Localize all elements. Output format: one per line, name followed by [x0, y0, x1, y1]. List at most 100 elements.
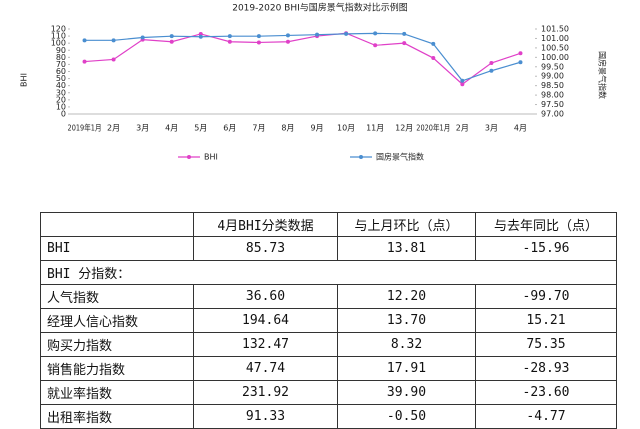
- table-cell: 就业率指数: [40, 380, 194, 405]
- legend-marker: [359, 155, 363, 159]
- x-tick-label: 3月: [136, 124, 149, 133]
- y2-tick-label: 101.00: [541, 34, 569, 43]
- point: [344, 31, 349, 36]
- legend-marker: [187, 155, 191, 159]
- y-tick-label: 120: [51, 25, 66, 34]
- table-cell: 47.74: [193, 356, 338, 381]
- point: [140, 35, 145, 40]
- x-tick-label: 2020年1月: [416, 123, 450, 133]
- x-tick-label: 4月: [514, 124, 527, 133]
- y2-tick-label: 97.50: [541, 100, 564, 109]
- y2-tick-label: 98.00: [541, 91, 564, 100]
- table-cell: 15.21: [475, 308, 617, 333]
- y-tick-label: 0: [61, 110, 66, 119]
- point: [82, 59, 87, 64]
- y-tick-label: 90: [56, 46, 66, 55]
- x-tick-label: 2月: [456, 124, 469, 133]
- y-tick-label: 110: [51, 32, 66, 41]
- table-cell: [40, 212, 194, 237]
- table-cell: 194.64: [193, 308, 338, 333]
- y-tick-label: 20: [56, 95, 66, 104]
- x-tick-label: 4月: [165, 124, 178, 133]
- legend-label: 国房景气指数: [376, 152, 424, 162]
- y-tick-label: 40: [56, 81, 66, 90]
- point: [460, 82, 465, 87]
- point: [373, 43, 378, 48]
- table-row: 经理人信心指数 194.64 13.70 15.21: [40, 308, 617, 333]
- x-tick-label: 5月: [194, 124, 207, 133]
- x-tick-label: 7月: [252, 124, 265, 133]
- table-row: 人气指数 36.60 12.20 -99.70: [40, 284, 617, 309]
- table-cell: -28.93: [475, 356, 617, 381]
- table-cell: BHI 分指数：: [40, 260, 617, 285]
- point: [198, 31, 203, 36]
- y2-tick-label: 101.50: [541, 25, 569, 34]
- point: [256, 40, 261, 45]
- table-cell: 231.92: [193, 380, 338, 405]
- table-cell: -99.70: [475, 284, 617, 309]
- x-tick-label: 9月: [310, 124, 323, 133]
- y-tick-label: 30: [56, 88, 66, 97]
- chart-title: 2019-2020 BHI与国房景气指数对比示例图: [232, 2, 408, 14]
- table-cell: 12.20: [337, 284, 476, 309]
- table-cell: 13.70: [337, 308, 476, 333]
- table-row: BHI 分指数：: [40, 260, 617, 285]
- data-table: 4月BHI分类数据 与上月环比（点） 与去年同比（点） BHI 85.73 13.81 -1…: [40, 212, 617, 429]
- y2-tick-label: 99.50: [541, 62, 564, 71]
- x-tick-label: 3月: [485, 124, 498, 133]
- point: [489, 61, 494, 65]
- y2-tick-label: 99.00: [541, 72, 564, 81]
- point: [373, 31, 378, 36]
- table-cell: 销售能力指数: [40, 356, 194, 381]
- table-row: BHI 85.73 13.81 -15.96: [40, 236, 617, 261]
- point: [198, 34, 203, 39]
- point: [227, 34, 232, 39]
- y-tick-label: 100: [51, 39, 66, 48]
- x-tick-label: 11月: [366, 124, 384, 133]
- point: [431, 56, 436, 61]
- series-line: [84, 32, 521, 82]
- point: [402, 31, 407, 36]
- table-cell: -23.60: [475, 380, 617, 405]
- table-cell: 人气指数: [40, 284, 194, 309]
- point: [169, 39, 174, 44]
- x-tick-label: 6月: [223, 124, 236, 133]
- y-axis-label: BHI: [20, 73, 29, 87]
- legend-label: BHI: [204, 153, 218, 162]
- chart: 2019-2020 BHI与国房景气指数对比示例图 BHI 国房景气指数 010…: [20, 2, 608, 162]
- table-cell: -4.77: [475, 404, 617, 429]
- table-cell: 与上月环比（点）: [337, 212, 476, 237]
- table-cell: 经理人信心指数: [40, 308, 194, 333]
- series-line: [84, 32, 521, 86]
- point: [285, 39, 290, 44]
- y-tick-label: 50: [56, 74, 66, 83]
- table-cell: -15.96: [475, 236, 617, 261]
- table-cell: 91.33: [193, 404, 338, 429]
- point: [256, 34, 261, 39]
- table-cell: 出租率指数: [40, 404, 194, 429]
- table-cell: 17.91: [337, 356, 476, 381]
- point: [489, 68, 494, 73]
- table-row: 购买力指数 132.47 8.32 75.35: [40, 332, 617, 357]
- table-cell: 36.60: [193, 284, 338, 309]
- y-tick-label: 10: [56, 102, 66, 111]
- table-cell: 85.73: [193, 236, 338, 261]
- point: [518, 51, 523, 56]
- x-tick-label: 2019年1月: [68, 123, 102, 133]
- point: [82, 38, 87, 43]
- y2-tick-label: 100.00: [541, 53, 569, 62]
- y-tick-label: 60: [56, 67, 66, 76]
- table-cell: 132.47: [193, 332, 338, 357]
- y2-axis-label: 国房景气指数: [598, 51, 608, 99]
- point: [460, 78, 465, 83]
- point: [111, 38, 116, 43]
- y2-tick-label: 98.50: [541, 81, 564, 90]
- table-cell: 购买力指数: [40, 332, 194, 357]
- point: [111, 57, 116, 62]
- point: [285, 33, 290, 38]
- header-row: 4月BHI分类数据 与上月环比（点） 与去年同比（点）: [40, 212, 617, 237]
- table-cell: 39.90: [337, 380, 476, 405]
- table-cell: 8.32: [337, 332, 476, 357]
- table-cell: -0.50: [337, 404, 476, 429]
- point: [431, 41, 436, 46]
